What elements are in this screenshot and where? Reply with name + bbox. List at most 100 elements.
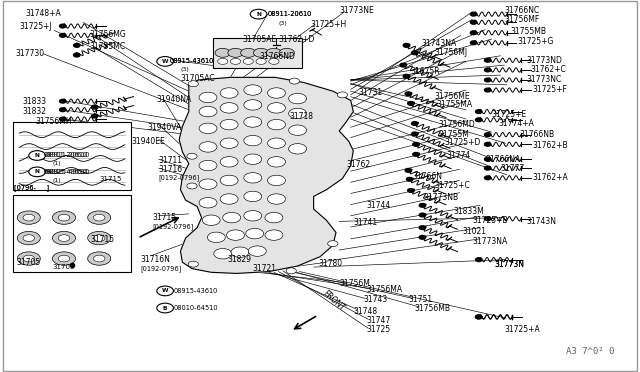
Text: (1): (1) bbox=[52, 161, 61, 166]
Circle shape bbox=[476, 110, 482, 113]
Circle shape bbox=[93, 235, 105, 241]
Text: 31766NC: 31766NC bbox=[504, 6, 540, 15]
Circle shape bbox=[412, 51, 418, 55]
Text: 31743NA: 31743NA bbox=[421, 39, 456, 48]
Circle shape bbox=[250, 9, 267, 19]
Text: 31705: 31705 bbox=[53, 264, 75, 270]
Text: 31940NA: 31940NA bbox=[157, 95, 192, 104]
Text: 31780: 31780 bbox=[319, 259, 343, 268]
Text: 31756MA: 31756MA bbox=[366, 285, 402, 294]
Text: 31756MG: 31756MG bbox=[90, 30, 126, 39]
Circle shape bbox=[484, 68, 491, 72]
Text: 31725+D: 31725+D bbox=[445, 138, 481, 147]
Text: 08915-43610: 08915-43610 bbox=[44, 169, 88, 175]
Text: 31743N: 31743N bbox=[526, 217, 556, 226]
Circle shape bbox=[207, 232, 225, 243]
Circle shape bbox=[253, 48, 269, 57]
FancyBboxPatch shape bbox=[213, 38, 302, 68]
Circle shape bbox=[328, 241, 338, 247]
Text: 31725+C: 31725+C bbox=[434, 181, 470, 190]
Circle shape bbox=[269, 58, 279, 64]
Text: 31756ME: 31756ME bbox=[434, 92, 470, 101]
Circle shape bbox=[58, 255, 70, 262]
Text: 31715: 31715 bbox=[99, 176, 122, 182]
Circle shape bbox=[52, 252, 76, 265]
Circle shape bbox=[60, 33, 66, 37]
Text: 31725+F: 31725+F bbox=[532, 85, 567, 94]
Circle shape bbox=[157, 57, 173, 66]
Text: 31756MF: 31756MF bbox=[504, 15, 540, 24]
Circle shape bbox=[60, 99, 66, 103]
Circle shape bbox=[268, 88, 285, 98]
Text: 31715: 31715 bbox=[152, 213, 177, 222]
Circle shape bbox=[223, 212, 241, 223]
Text: 31773NA: 31773NA bbox=[472, 237, 508, 246]
Circle shape bbox=[248, 246, 266, 256]
Circle shape bbox=[218, 58, 228, 64]
Circle shape bbox=[92, 105, 98, 109]
Text: (1): (1) bbox=[52, 177, 61, 183]
Text: N: N bbox=[256, 12, 261, 17]
Circle shape bbox=[484, 217, 491, 221]
Text: 31940EE: 31940EE bbox=[131, 137, 165, 146]
Text: W: W bbox=[162, 59, 168, 64]
Circle shape bbox=[187, 183, 197, 189]
Text: 31773NE: 31773NE bbox=[339, 6, 374, 15]
Text: 31725+G: 31725+G bbox=[517, 37, 554, 46]
Circle shape bbox=[199, 106, 217, 117]
Text: 31762: 31762 bbox=[347, 160, 371, 169]
Circle shape bbox=[256, 58, 266, 64]
Circle shape bbox=[188, 261, 198, 267]
Text: 31721: 31721 bbox=[252, 264, 276, 273]
Circle shape bbox=[74, 44, 80, 47]
Circle shape bbox=[17, 252, 40, 265]
Text: 31773NC: 31773NC bbox=[526, 76, 561, 84]
Text: [0796-     ]: [0796- ] bbox=[14, 185, 49, 191]
Circle shape bbox=[406, 177, 413, 181]
Circle shape bbox=[92, 114, 98, 118]
Text: 31675R: 31675R bbox=[411, 67, 440, 76]
Text: 08915-43610: 08915-43610 bbox=[170, 58, 214, 64]
Circle shape bbox=[405, 92, 412, 96]
Text: 31756M: 31756M bbox=[339, 279, 370, 288]
Text: 31021: 31021 bbox=[462, 227, 486, 236]
Circle shape bbox=[88, 211, 111, 224]
Text: 08911-20610: 08911-20610 bbox=[268, 11, 312, 17]
Circle shape bbox=[227, 230, 244, 240]
Text: 31744: 31744 bbox=[366, 201, 390, 210]
Circle shape bbox=[29, 167, 45, 177]
Circle shape bbox=[199, 179, 217, 189]
Text: 31773N: 31773N bbox=[494, 260, 524, 269]
Circle shape bbox=[220, 138, 238, 148]
Circle shape bbox=[484, 133, 491, 137]
Circle shape bbox=[476, 315, 482, 319]
Circle shape bbox=[220, 157, 238, 167]
Text: 31762+C: 31762+C bbox=[530, 65, 566, 74]
Circle shape bbox=[289, 78, 300, 84]
Text: 08915-43610: 08915-43610 bbox=[174, 288, 218, 294]
Circle shape bbox=[244, 135, 262, 146]
Text: 31756MJ: 31756MJ bbox=[434, 48, 467, 57]
Circle shape bbox=[220, 103, 238, 113]
Circle shape bbox=[419, 213, 426, 217]
Circle shape bbox=[405, 169, 412, 172]
Circle shape bbox=[220, 119, 238, 130]
Circle shape bbox=[220, 194, 238, 204]
Text: 08915-43610: 08915-43610 bbox=[170, 58, 214, 64]
Circle shape bbox=[484, 176, 491, 180]
Text: 31716N: 31716N bbox=[141, 255, 171, 264]
Circle shape bbox=[244, 117, 262, 127]
Circle shape bbox=[199, 198, 217, 208]
Text: 31773ND: 31773ND bbox=[526, 56, 562, 65]
Circle shape bbox=[199, 123, 217, 134]
Circle shape bbox=[52, 231, 76, 245]
Text: 31755MC: 31755MC bbox=[90, 42, 125, 51]
Circle shape bbox=[88, 231, 111, 245]
Circle shape bbox=[228, 48, 243, 57]
Polygon shape bbox=[179, 77, 353, 273]
Circle shape bbox=[199, 142, 217, 152]
Text: 31773NB: 31773NB bbox=[424, 193, 459, 202]
Circle shape bbox=[231, 247, 249, 257]
Circle shape bbox=[244, 85, 262, 95]
Circle shape bbox=[17, 231, 40, 245]
